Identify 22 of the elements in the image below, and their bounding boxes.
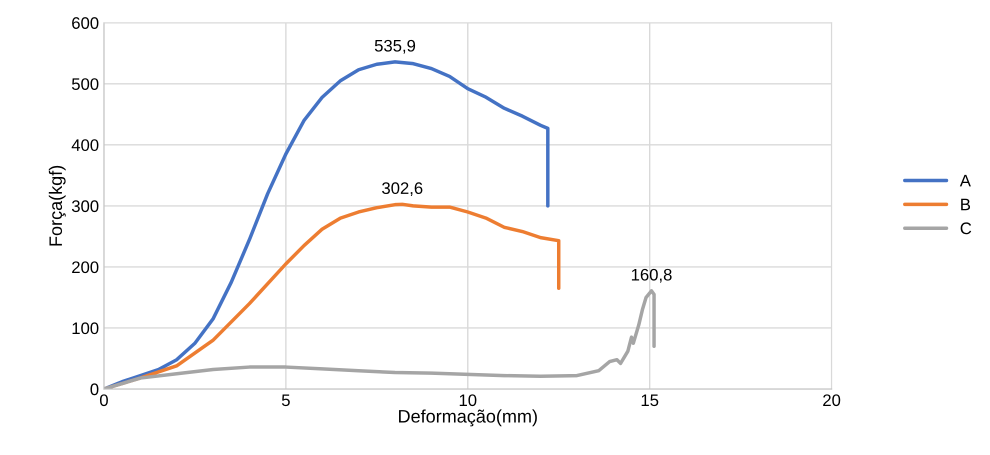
y-tick-label: 200 — [72, 261, 98, 274]
y-tick-label: 600 — [72, 17, 98, 29]
line-series — [104, 60, 550, 390]
x-tick-label: 15 — [642, 394, 658, 406]
x-tick-label: 5 — [282, 394, 290, 406]
y-axis-title: Força(kgf) — [48, 166, 66, 246]
y-tick-label: 100 — [72, 322, 98, 334]
x-tick-label: 20 — [823, 394, 840, 406]
x-tick-label: 0 — [100, 394, 108, 406]
y-tick-label: 400 — [72, 139, 98, 152]
y-tick-label: 300 — [72, 200, 98, 212]
line-series — [104, 289, 656, 390]
x-axis-title: Deformação(mm) — [399, 409, 537, 426]
annotation: 302,6 — [382, 182, 422, 196]
annotation: 160,8 — [632, 268, 672, 283]
legend-label: A — [960, 174, 971, 186]
legend-label: C — [960, 222, 972, 234]
legend-label: B — [961, 198, 970, 210]
x-tick-label: 10 — [460, 394, 476, 406]
annotation: 535,9 — [374, 40, 416, 54]
y-tick-label: 0 — [90, 383, 98, 396]
y-tick-label: 500 — [72, 78, 98, 90]
